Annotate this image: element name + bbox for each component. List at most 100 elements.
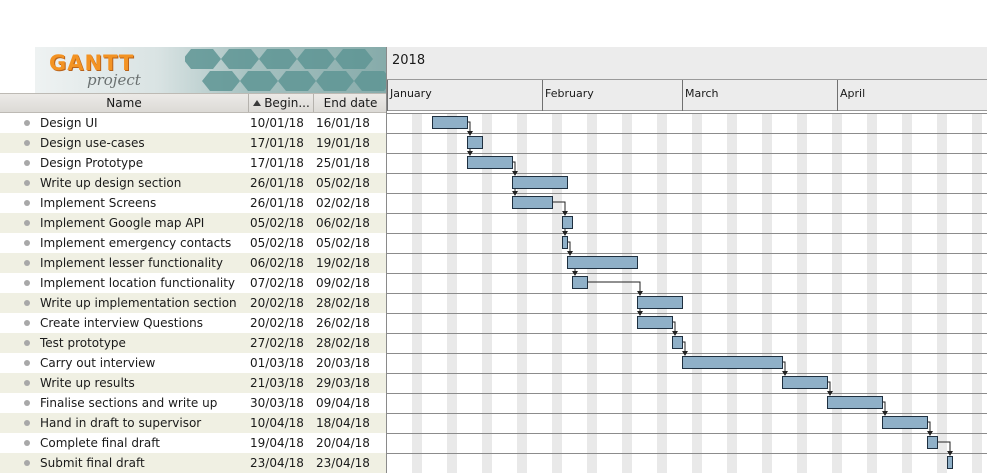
task-end-date: 19/01/18	[316, 136, 370, 150]
arrowhead-icon	[782, 371, 788, 376]
task-row[interactable]: Submit final draft 23/04/18 23/04/18	[0, 453, 387, 473]
dependency-arrow	[937, 441, 951, 452]
timeline-month-header: January February March April	[387, 80, 987, 111]
task-bullet-icon	[24, 260, 30, 266]
task-end-date: 20/04/18	[316, 436, 370, 450]
dependency-arrow	[552, 201, 566, 212]
task-name: Create interview Questions	[40, 316, 204, 330]
dependency-arrow	[587, 281, 641, 292]
task-row[interactable]: Write up results 21/03/18 29/03/18	[0, 373, 387, 393]
task-row[interactable]: Implement emergency contacts 05/02/18 05/0…	[0, 233, 387, 253]
task-row[interactable]: Hand in draft to supervisor 10/04/18 18/04…	[0, 413, 387, 433]
arrowhead-icon	[572, 271, 578, 276]
task-bar[interactable]	[882, 416, 928, 429]
task-begin-date: 27/02/18	[250, 336, 304, 350]
task-begin-date: 21/03/18	[250, 376, 304, 390]
task-row[interactable]: Implement lesser functionality 06/02/18 19…	[0, 253, 387, 273]
task-bullet-icon	[24, 460, 30, 466]
task-bar[interactable]	[467, 136, 483, 149]
task-bullet-icon	[24, 300, 30, 306]
task-name: Design Prototype	[40, 156, 144, 170]
task-row[interactable]: Design UI 10/01/18 16/01/18	[0, 113, 387, 133]
task-bar[interactable]	[927, 436, 938, 449]
task-bullet-icon	[24, 360, 30, 366]
year-label: 2018	[392, 53, 426, 68]
task-end-date: 02/02/18	[316, 196, 370, 210]
task-bullet-icon	[24, 200, 30, 206]
task-row[interactable]: Implement location functionality 07/02/18…	[0, 273, 387, 293]
task-end-date: 05/02/18	[316, 176, 370, 190]
task-end-date: 28/02/18	[316, 296, 370, 310]
task-begin-date: 30/03/18	[250, 396, 304, 410]
task-end-date: 09/02/18	[316, 276, 370, 290]
task-bar[interactable]	[782, 376, 828, 389]
task-bullet-icon	[24, 420, 30, 426]
task-name: Implement Screens	[40, 196, 157, 210]
task-bar[interactable]	[637, 296, 683, 309]
task-row[interactable]: Implement Screens 26/01/18 02/02/18	[0, 193, 387, 213]
task-end-date: 29/03/18	[316, 376, 370, 390]
column-header-begin[interactable]: Begin...	[249, 94, 314, 112]
month-label-january: January	[387, 80, 432, 111]
task-name: Finalise sections and write up	[40, 396, 218, 410]
task-bullet-icon	[24, 320, 30, 326]
task-bar[interactable]	[467, 156, 513, 169]
arrowhead-icon	[562, 231, 568, 236]
task-begin-date: 19/04/18	[250, 436, 304, 450]
arrowhead-icon	[637, 311, 643, 316]
task-row[interactable]: Implement Google map API 05/02/18 06/02/18	[0, 213, 387, 233]
task-bar[interactable]	[637, 316, 673, 329]
task-bar[interactable]	[562, 236, 568, 249]
task-bar[interactable]	[512, 176, 568, 189]
task-bar[interactable]	[567, 256, 638, 269]
task-bar[interactable]	[562, 216, 573, 229]
task-bullet-icon	[24, 140, 30, 146]
month-label-march: March	[682, 80, 719, 111]
task-name: Write up implementation section	[40, 296, 237, 310]
task-row[interactable]: Test prototype 27/02/18 28/02/18	[0, 333, 387, 353]
arrowhead-icon	[927, 431, 933, 436]
column-header-name[interactable]: Name	[0, 94, 249, 112]
task-begin-date: 26/01/18	[250, 196, 304, 210]
task-bar[interactable]	[947, 456, 953, 469]
task-name: Implement location functionality	[40, 276, 236, 290]
gantt-chart-area	[387, 113, 987, 473]
task-begin-date: 20/02/18	[250, 316, 304, 330]
task-bar[interactable]	[682, 356, 783, 369]
task-row[interactable]: Complete final draft 19/04/18 20/04/18	[0, 433, 387, 453]
task-row[interactable]: Design use-cases 17/01/18 19/01/18	[0, 133, 387, 153]
hexagon-pattern-icon	[185, 49, 386, 91]
task-begin-date: 05/02/18	[250, 216, 304, 230]
arrowhead-icon	[467, 151, 473, 156]
task-end-date: 20/03/18	[316, 356, 370, 370]
task-bullet-icon	[24, 120, 30, 126]
month-label-february: February	[542, 80, 594, 111]
task-bar[interactable]	[827, 396, 883, 409]
arrowhead-icon	[467, 131, 473, 136]
task-row[interactable]: Design Prototype 17/01/18 25/01/18	[0, 153, 387, 173]
task-row[interactable]: Finalise sections and write up 30/03/18 09…	[0, 393, 387, 413]
task-row[interactable]: Write up design section 26/01/18 05/02/18	[0, 173, 387, 193]
task-begin-date: 17/01/18	[250, 136, 304, 150]
task-begin-date: 06/02/18	[250, 256, 304, 270]
task-end-date: 25/01/18	[316, 156, 370, 170]
task-bar[interactable]	[512, 196, 553, 209]
arrowhead-icon	[672, 331, 678, 336]
column-header-end[interactable]: End date	[323, 96, 378, 110]
gantt-project-logo: GANTT project	[35, 47, 386, 93]
task-row[interactable]: Carry out interview 01/03/18 20/03/18	[0, 353, 387, 373]
task-name: Implement lesser functionality	[40, 256, 223, 270]
arrowhead-icon	[562, 211, 568, 216]
task-bar[interactable]	[672, 336, 683, 349]
task-begin-date: 01/03/18	[250, 356, 304, 370]
task-row[interactable]: Create interview Questions 20/02/18 26/02/…	[0, 313, 387, 333]
task-bullet-icon	[24, 240, 30, 246]
task-begin-date: 20/02/18	[250, 296, 304, 310]
task-name: Implement emergency contacts	[40, 236, 232, 250]
task-begin-date: 10/04/18	[250, 416, 304, 430]
task-bar[interactable]	[572, 276, 588, 289]
task-row[interactable]: Write up implementation section 20/02/18 2…	[0, 293, 387, 313]
task-bar[interactable]	[432, 116, 468, 129]
task-bullet-icon	[24, 180, 30, 186]
task-bullet-icon	[24, 280, 30, 286]
